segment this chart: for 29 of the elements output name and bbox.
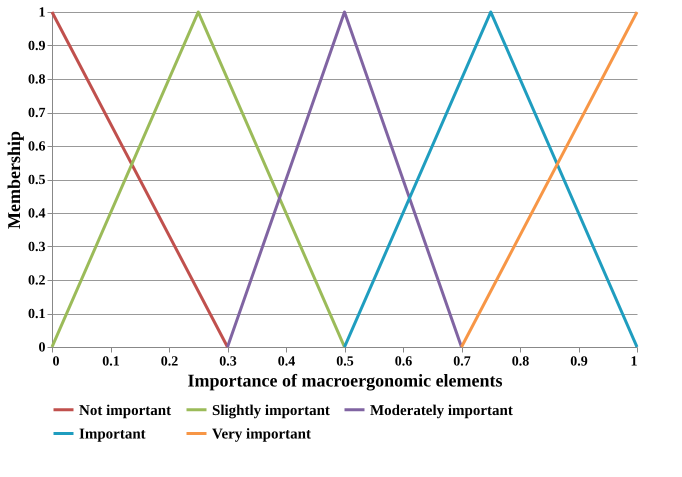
- x-tick-label: 0.3: [219, 354, 237, 370]
- x-tick-label: 0.2: [160, 354, 178, 370]
- legend-label: Very important: [212, 426, 312, 442]
- x-tick-label: 0.1: [102, 354, 120, 370]
- y-tick-label: 0: [38, 340, 46, 356]
- legend-label: Moderately important: [370, 402, 513, 419]
- y-tick-label: 0.6: [28, 140, 46, 154]
- legend-label: Not important: [79, 402, 172, 419]
- y-tick-label: 0.5: [28, 173, 46, 188]
- y-tick-label: 0.1: [28, 307, 46, 322]
- y-axis-title: Membership: [4, 131, 24, 229]
- y-tick-label: 0.9: [28, 39, 46, 54]
- y-tick-label: 0.7: [28, 106, 46, 121]
- y-tick-label: 0.4: [28, 206, 46, 222]
- y-tick-label: 1: [38, 6, 46, 20]
- x-axis-title: Importance of macroergonomic elements: [187, 370, 503, 390]
- x-tick-label: 0.9: [570, 354, 588, 370]
- legend-label: Slightly important: [212, 402, 330, 419]
- x-tick-label: 1: [630, 354, 638, 370]
- x-tick-label: 0.5: [336, 354, 354, 370]
- x-tick-label: 0.8: [512, 354, 530, 370]
- legend-label: Important: [79, 426, 146, 442]
- x-tick-label: 0.7: [453, 354, 471, 370]
- x-tick-label: 0.6: [394, 354, 412, 370]
- y-tick-label: 0.2: [28, 274, 46, 288]
- x-tick-label: 0.4: [278, 354, 296, 370]
- x-tick-label: 0: [52, 354, 60, 370]
- y-tick-label: 0.8: [28, 72, 46, 88]
- y-tick-label: 0.3: [28, 240, 46, 255]
